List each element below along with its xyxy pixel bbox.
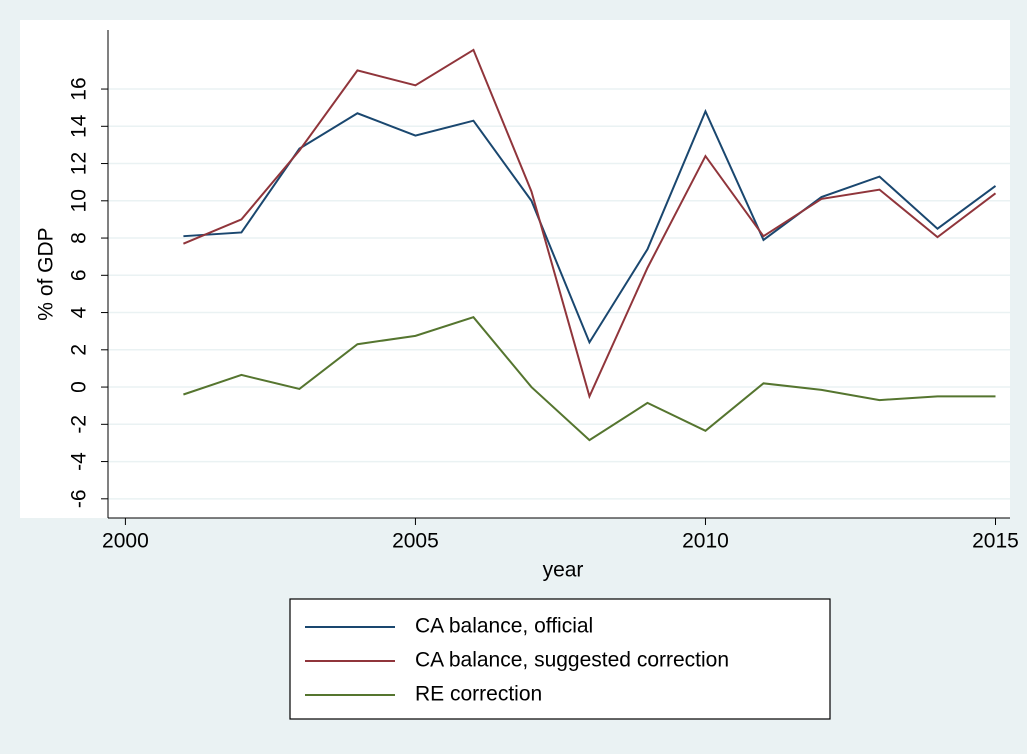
x-tick-label: 2000: [102, 530, 149, 553]
x-tick-label: 2010: [682, 530, 729, 553]
legend-label: RE correction: [415, 683, 542, 706]
x-axis-label: year: [543, 559, 584, 582]
y-tick-label: 4: [68, 306, 91, 318]
legend: [289, 598, 831, 720]
y-tick-label: 12: [68, 152, 91, 175]
y-axis-label: % of GDP: [35, 227, 58, 320]
y-tick-label: 16: [68, 77, 91, 100]
y-tick-label: -6: [68, 489, 91, 508]
legend-label: CA balance, official: [415, 615, 593, 638]
series-line: [183, 108, 997, 345]
plot-area: [20, 20, 1010, 518]
y-tick-label: 6: [68, 269, 91, 281]
series-line: [183, 316, 996, 442]
y-tick-label: 2: [68, 344, 91, 356]
y-tick-label: 10: [68, 189, 91, 212]
x-tick-label: 2005: [392, 530, 439, 553]
legend-label: CA balance, suggested correction: [415, 649, 729, 672]
y-tick-label: -4: [68, 452, 91, 471]
y-tick-label: -2: [68, 415, 91, 434]
y-tick-label: 14: [68, 114, 91, 138]
series-line: [183, 48, 997, 400]
y-tick-label: 8: [68, 232, 91, 244]
y-tick-label: 0: [68, 381, 91, 393]
x-tick-label: 2015: [972, 530, 1019, 553]
